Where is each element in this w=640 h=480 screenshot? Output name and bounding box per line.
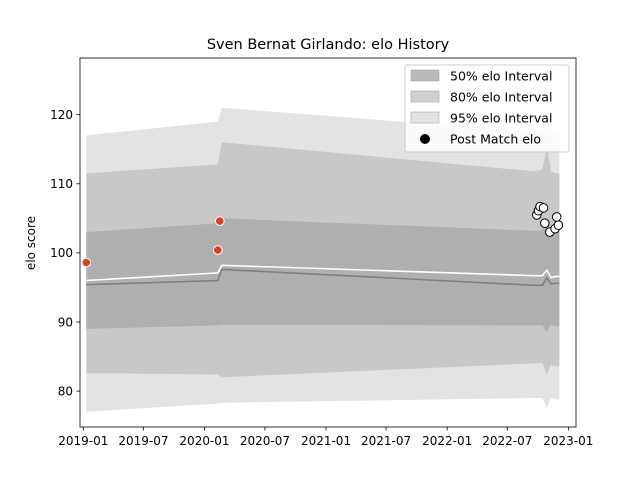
x-tick-label: 2021-07 [361, 434, 411, 448]
x-tick-label: 2023-01 [543, 434, 593, 448]
y-tick-label: 120 [50, 108, 73, 122]
data-point [553, 220, 564, 230]
y-axis: 80 90 100 110 120 [50, 108, 80, 398]
legend-label: 95% elo Interval [450, 111, 552, 126]
data-point [551, 212, 562, 222]
chart-title: Sven Bernat Girlando: elo History [207, 37, 450, 53]
x-tick-label: 2019-01 [58, 434, 108, 448]
legend: 50% elo Interval 80% elo Interval 95% elo … [404, 64, 570, 153]
data-point [540, 218, 550, 228]
mean-line-1 [86, 268, 560, 287]
x-tick-label: 2019-07 [118, 434, 168, 448]
legend-label: 50% elo Interval [450, 69, 552, 84]
plot-area [81, 107, 564, 412]
y-axis-label: elo score [24, 216, 38, 270]
data-point [81, 257, 92, 268]
interval-bands [86, 107, 560, 412]
y-tick-label: 80 [58, 384, 73, 398]
y-tick-label: 90 [58, 315, 73, 329]
mean-line-2 [86, 264, 560, 282]
y-tick-label: 100 [50, 246, 73, 260]
x-tick-label: 2022-01 [422, 434, 472, 448]
legend-swatch [410, 69, 440, 82]
legend-frame [404, 64, 570, 153]
legend-swatch [410, 111, 440, 124]
data-point [213, 245, 223, 255]
x-tick-label: 2020-07 [240, 434, 290, 448]
mean-lines [86, 264, 560, 287]
x-tick-label: 2022-07 [482, 434, 532, 448]
y-tick-label: 110 [50, 177, 73, 191]
legend-label: Post Match elo [450, 132, 541, 147]
x-tick-label: 2020-01 [179, 434, 229, 448]
post-match-points [81, 201, 564, 268]
plot-frame [79, 57, 577, 428]
legend-label: 80% elo Interval [450, 90, 552, 105]
legend-swatch [410, 90, 440, 103]
data-point [215, 216, 225, 226]
legend-marker [420, 134, 430, 144]
data-point [538, 203, 549, 213]
x-axis: 2019-01 2019-07 2020-01 2020-07 2021-01 2021-… [58, 427, 593, 448]
x-tick-label: 2021-01 [301, 434, 351, 448]
